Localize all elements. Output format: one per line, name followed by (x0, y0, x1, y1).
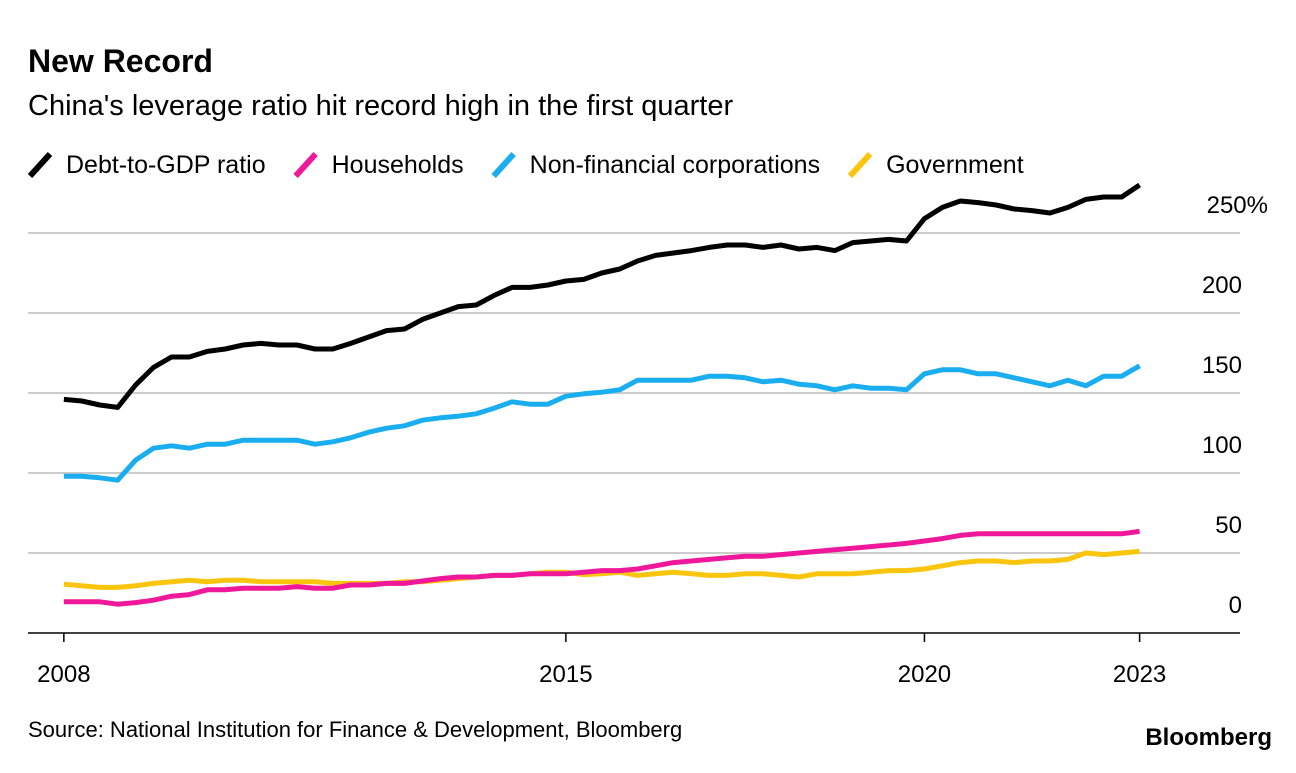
legend-label: Non-financial corporations (530, 151, 820, 179)
legend-label: Debt-to-GDP ratio (66, 151, 266, 179)
x-tick-label: 2023 (1113, 661, 1166, 688)
legend-swatch (293, 151, 318, 179)
legend-swatch (847, 151, 873, 179)
chart-subtitle: China's leverage ratio hit record high i… (28, 90, 733, 122)
series-line (63, 548, 1140, 590)
legend-label: Government (886, 151, 1024, 179)
y-tick-label: 200 (1202, 272, 1242, 299)
y-tick-label: 250% (1207, 192, 1268, 219)
brand: Bloomberg (1145, 724, 1272, 751)
y-tick-label: 0 (1229, 592, 1242, 619)
y-tick-label: 100 (1202, 432, 1242, 459)
x-tick-label: 2020 (898, 661, 951, 688)
legend-swatch (27, 151, 53, 179)
x-tick-label: 2015 (539, 661, 592, 688)
source: Source: National Institution for Finance… (28, 717, 682, 742)
chart-title: New Record (28, 43, 213, 79)
y-tick-label: 50 (1215, 512, 1242, 539)
legend-label: Households (332, 151, 464, 179)
series-line (63, 182, 1141, 410)
legend-swatch (491, 151, 516, 179)
x-tick-label: 2008 (37, 661, 90, 688)
y-tick-label: 150 (1202, 352, 1242, 379)
series-line (63, 363, 1141, 483)
series-line (63, 528, 1140, 607)
